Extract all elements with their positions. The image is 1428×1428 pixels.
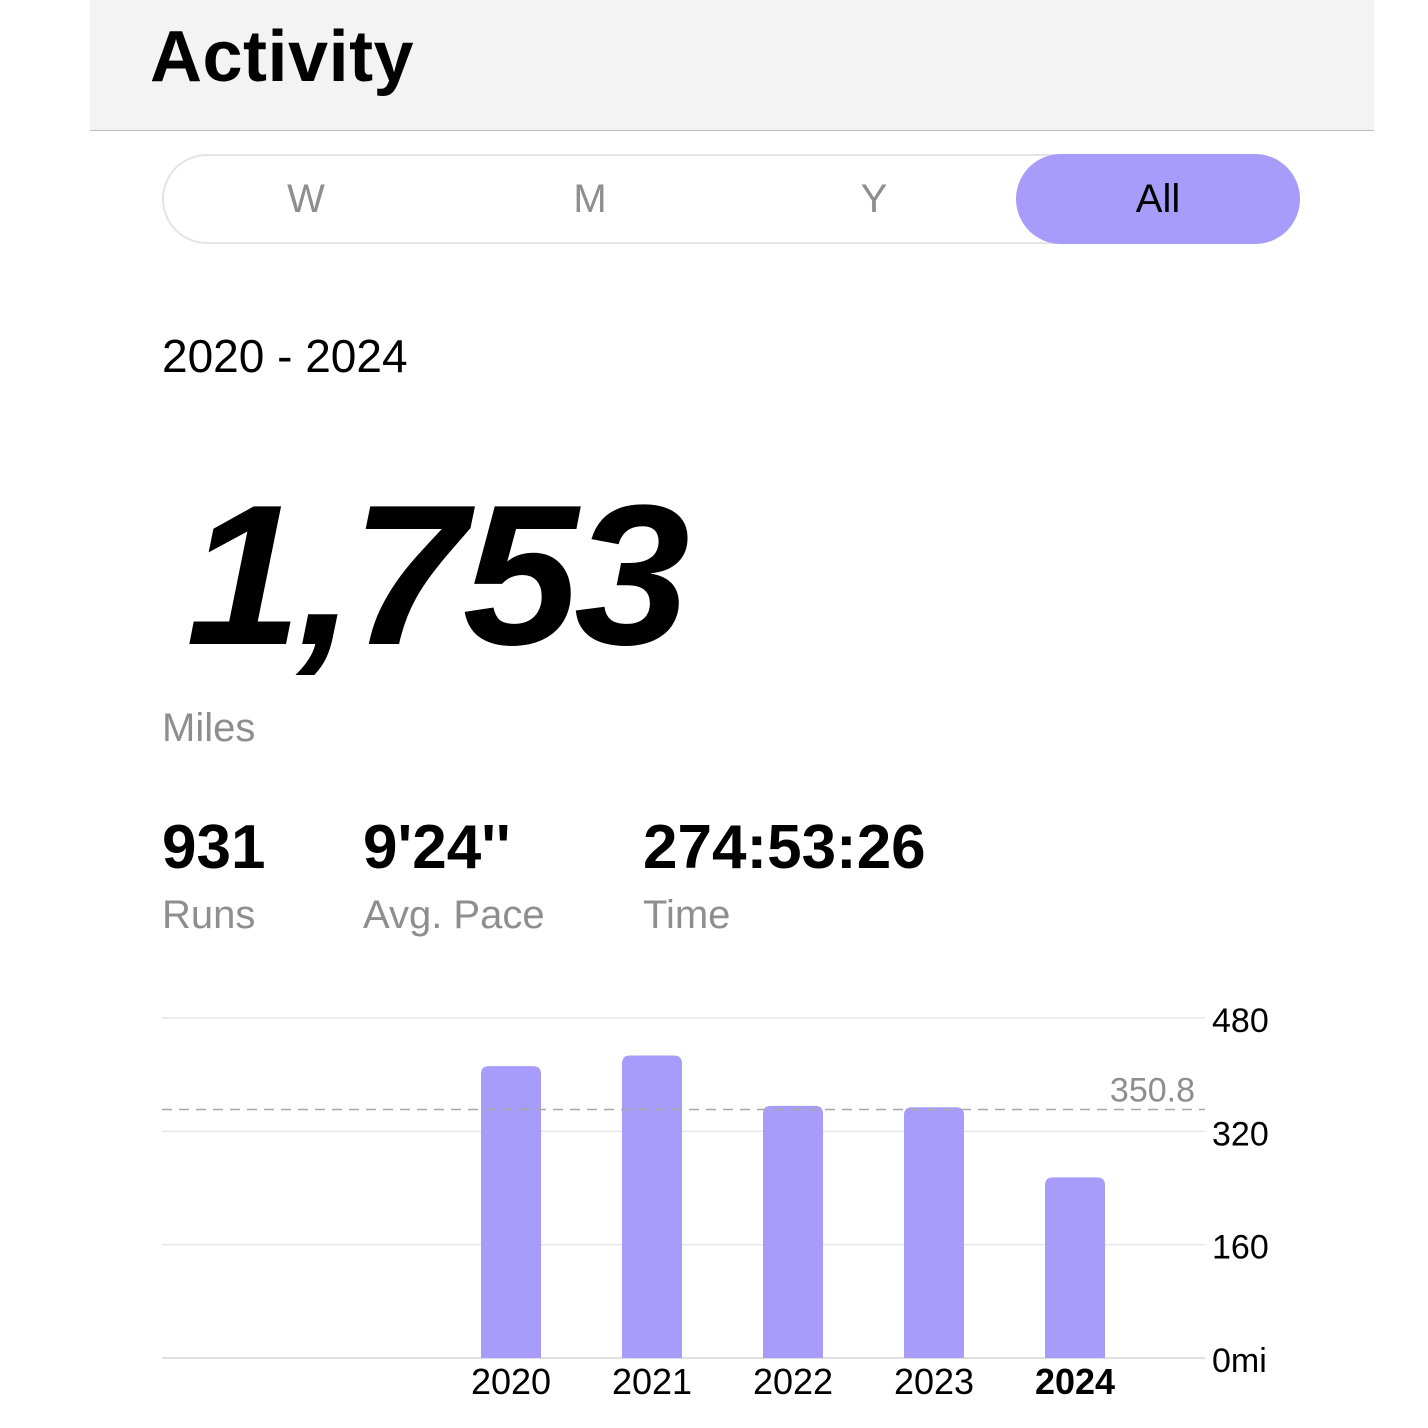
x-tick-label: 2022 — [753, 1361, 833, 1402]
range-selector: W M Y All — [162, 154, 1300, 244]
x-tick-label: 2023 — [894, 1361, 974, 1402]
avg-pace-label: Avg. Pace — [363, 893, 545, 937]
bar-2022 — [763, 1105, 823, 1358]
x-tick-label: 2020 — [471, 1361, 551, 1402]
x-tick-label: 2021 — [612, 1361, 692, 1402]
avg-pace-value: 9'24'' — [363, 813, 511, 882]
bar-2023 — [904, 1107, 964, 1358]
tab-year[interactable]: Y — [860, 176, 888, 221]
average-label: 350.8 — [1110, 1072, 1195, 1110]
yearly-miles-chart: 480 320 160 0mi 2020 2021 2022 2023 2024 350.8 — [162, 1002, 1269, 1402]
y-tick-label: 320 — [1212, 1115, 1269, 1153]
total-miles-unit: Miles — [162, 706, 256, 750]
tab-month[interactable]: M — [573, 176, 607, 221]
header: Activity — [90, 0, 1374, 131]
stat-runs: 931 Runs — [162, 812, 265, 940]
x-tick-label: 2024 — [1035, 1361, 1115, 1402]
y-tick-label: 0mi — [1212, 1342, 1267, 1380]
bar-2021 — [622, 1055, 682, 1358]
time-value: 274:53:26 — [643, 813, 926, 882]
y-tick-label: 160 — [1212, 1229, 1269, 1267]
stat-avg-pace: 9'24'' Avg. Pace — [363, 812, 545, 940]
runs-label: Runs — [162, 893, 256, 937]
page-title: Activity — [150, 17, 415, 97]
stat-time: 274:53:26 Time — [643, 812, 926, 940]
tab-week[interactable]: W — [287, 176, 325, 221]
bar-2020 — [481, 1066, 541, 1358]
bar-2024 — [1045, 1177, 1105, 1358]
runs-value: 931 — [162, 813, 266, 882]
tab-all[interactable]: All — [1016, 154, 1300, 244]
y-tick-label: 480 — [1212, 1002, 1269, 1040]
total-miles-value: 1,753 — [186, 464, 690, 687]
date-range: 2020 - 2024 — [162, 330, 408, 382]
time-label: Time — [643, 893, 731, 937]
